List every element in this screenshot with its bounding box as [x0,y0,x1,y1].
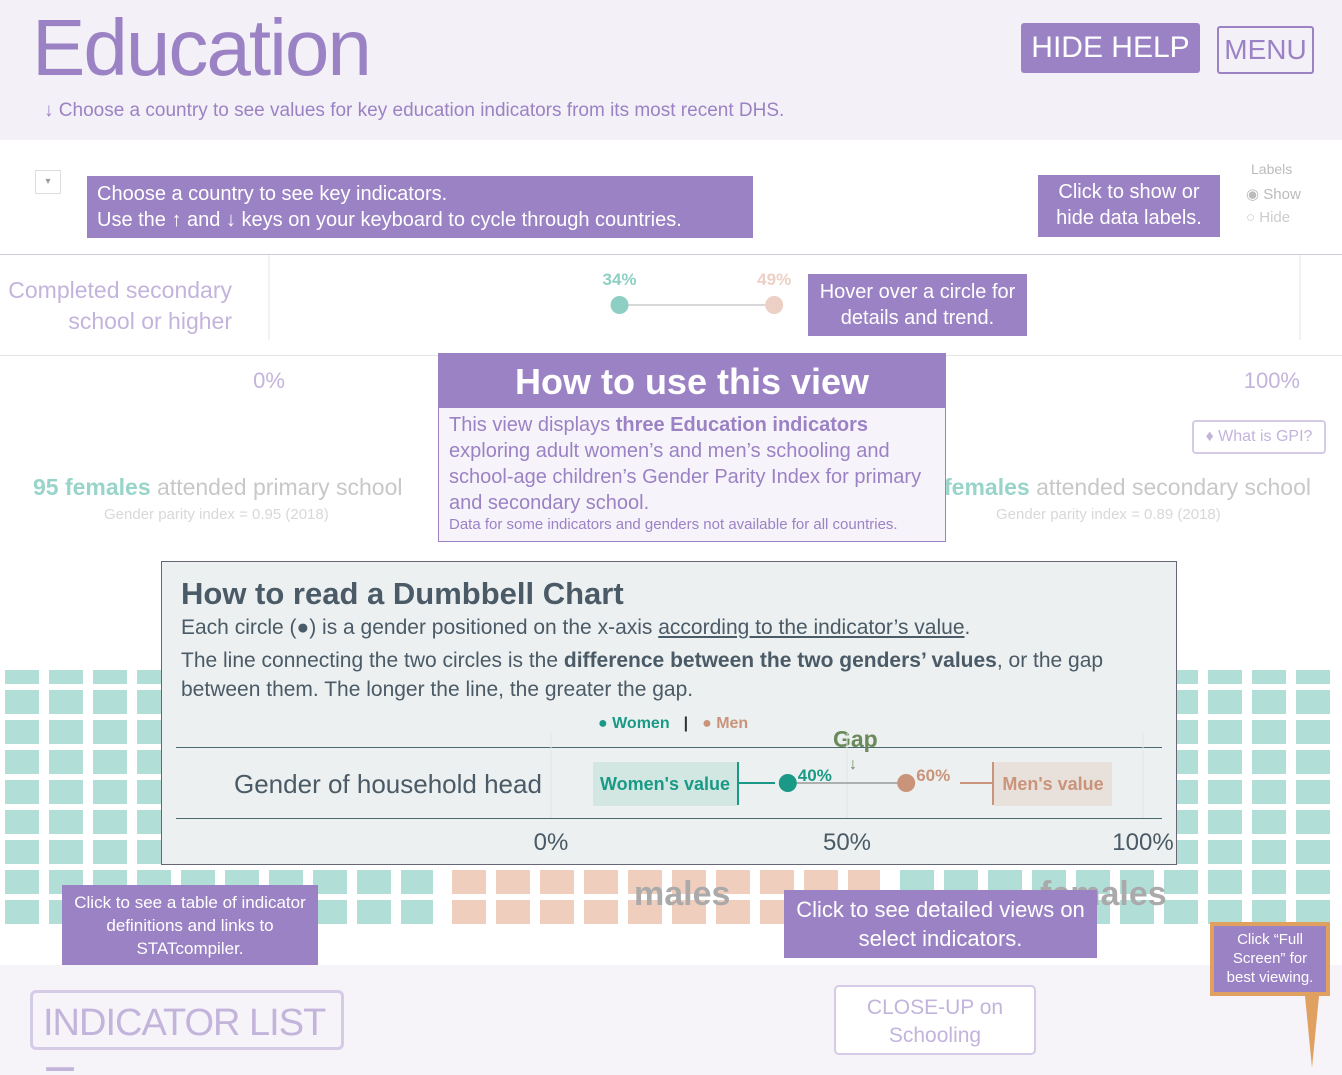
gpi-button[interactable]: ♦ What is GPI? [1192,420,1326,454]
button-text: What is GPI? [1218,428,1313,445]
help-note: Data for some indicators and genders not… [449,516,898,533]
men-circle [765,296,784,314]
gpi-text: attended secondary school [1036,474,1311,500]
women-circle [610,296,629,314]
option-text: Show [1263,186,1301,203]
data-label: 49% [757,270,791,289]
gpi-index: Gender parity index = 0.89 (2018) [996,506,1221,523]
text-bold: three Education indicators [615,414,868,436]
gpi-text: attended primary school [157,474,403,500]
legend-text: Women [612,715,670,732]
help-panel: How to use this view This view displays … [438,353,946,542]
rule [176,818,1162,819]
hover-tip: Hover over a circle for details and tren… [808,274,1027,336]
indicator-label: Completed secondary school or higher [8,277,232,334]
dumbbell-help: How to read a Dumbbell Chart Each circle… [161,561,1177,865]
labels-tip: Click to show or hide data labels. [1038,175,1220,237]
help-body: This view displays three Education indic… [439,408,945,520]
legend-sep: | [683,715,689,732]
gpi-index: Gender parity index = 0.95 (2018) [104,506,329,523]
text: exploring adult women’s and men’s school… [449,440,922,514]
gpi-primary: 95 females attended primary school [33,474,403,501]
text: . [964,616,971,639]
legend: ● Women | ● Men [598,715,748,733]
men-value-box: Men's value [994,762,1112,806]
women-value-box: Women's value [593,762,737,806]
button-text: INDICATOR LIST [43,1002,326,1044]
country-dropdown[interactable]: ▾ [35,170,61,194]
text: This view displays [449,414,616,436]
row-label: Gender of household head [234,769,542,799]
divider [0,254,1342,255]
country-tip: Choose a country to see key indicators. U… [87,176,753,238]
subtitle: ↓ Choose a country to see values for key… [44,100,785,121]
gpi-count: 95 females [33,474,151,500]
gpi-secondary: females attended secondary school [944,474,1311,501]
tip-line: Choose a country to see key indicators. [97,183,448,205]
gap-arrow: ↓ [849,756,857,773]
labels-title: Labels [1251,161,1293,177]
labels-show[interactable]: ◉ Show [1246,186,1301,203]
tip-line: Use the ↑ and ↓ keys on your keyboard to… [97,209,682,231]
menu-button[interactable]: MENU [1217,26,1314,74]
legend-item: ● Men [702,715,749,732]
indicator-tip: Click to see a table of indicator defini… [62,885,318,965]
option-text: Hide [1259,209,1291,226]
text: The line connecting the two circles is t… [181,649,564,672]
rule [176,747,1162,748]
gpi-count: females [944,474,1030,500]
dumbbell-text: The line connecting the two circles is t… [181,646,1121,704]
x-tick-label: 0% [253,368,285,393]
labels-hide[interactable]: ○ Hide [1246,209,1291,226]
fullscreen-tip: Click “Full Screen” for best viewing. [1210,922,1330,996]
indicator-list-button[interactable]: INDICATOR LIST ☰ [30,990,344,1075]
legend-item: ● Women [598,715,670,732]
text: , or the gap between them. The longer th… [181,649,1104,701]
page-title: Education [32,3,372,92]
closeup-tip: Click to see detailed views on select in… [784,890,1097,958]
legend-text: Men [716,715,749,732]
hide-help-button[interactable]: HIDE HELP [1021,23,1200,73]
text: Each circle (●) is a gender positioned o… [181,616,659,639]
dumbbell-title: How to read a Dumbbell Chart [181,576,624,611]
help-title: How to use this view [439,354,945,408]
footer-bar [0,965,1342,1075]
closeup-button[interactable]: CLOSE-UP on Schooling [834,985,1036,1055]
x-tick-label: 100% [1244,368,1300,393]
data-label: 34% [603,270,637,289]
dumbbell-text: Each circle (●) is a gender positioned o… [181,616,970,640]
gap-label: Gap [833,726,878,752]
text-underline: according to the indicator’s value [658,616,965,639]
text-bold: difference between the two genders’ valu… [563,649,997,672]
gender-label: males [634,875,731,913]
